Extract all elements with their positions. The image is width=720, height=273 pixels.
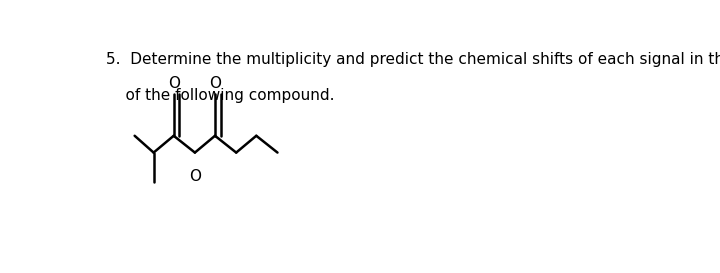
- Text: of the following compound.: of the following compound.: [106, 88, 334, 103]
- Text: O: O: [209, 76, 221, 91]
- Text: O: O: [189, 169, 201, 184]
- Text: 5.  Determine the multiplicity and predict the chemical shifts of each signal in: 5. Determine the multiplicity and predic…: [106, 52, 720, 67]
- Text: O: O: [168, 76, 180, 91]
